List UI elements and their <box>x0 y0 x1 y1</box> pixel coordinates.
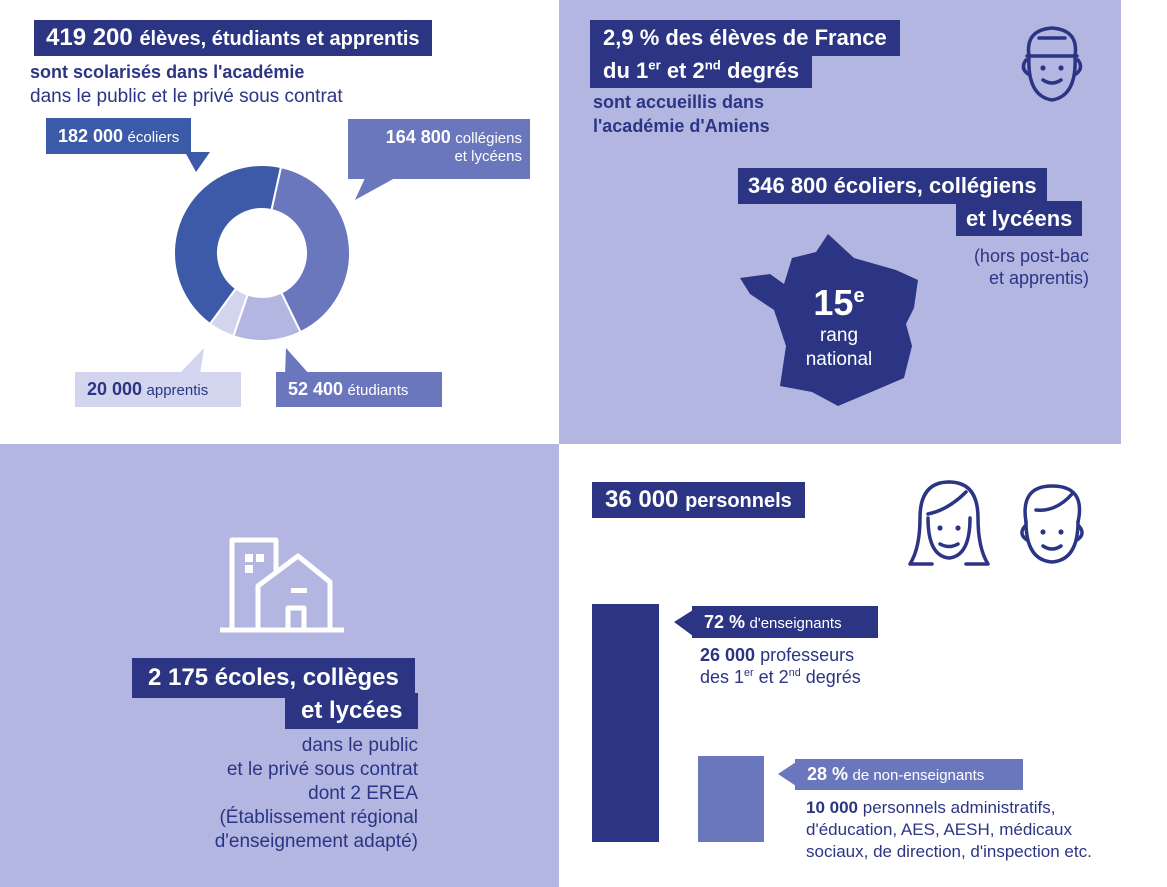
schools-desc-4: (Établissement régional <box>219 807 418 828</box>
teachers-num: 26 000 <box>700 645 756 665</box>
donut-slice-3 <box>232 291 302 342</box>
label-etudiants-num: 52 400 <box>288 379 344 399</box>
france-headline-line2: du 1er et 2nd degrés <box>590 54 813 88</box>
label-ecoliers: 182 000 écoliers <box>46 118 192 154</box>
france-line2-mid: et 2 <box>660 58 705 83</box>
teachers-desc: 26 000 professeurs des 1er et 2nd degrés <box>700 644 861 688</box>
non-desc3: sociaux, de direction, d'inspection etc. <box>806 842 1092 861</box>
donut-slice-2 <box>270 165 351 334</box>
callout-tail-non-teachers <box>778 762 796 786</box>
france-rank: 15e rang national <box>784 283 894 371</box>
france-headline-line1: 2,9 % des élèves de France <box>590 20 900 56</box>
schools-desc-1: dans le public <box>301 735 418 756</box>
students-headline-num: 419 200 <box>46 24 133 51</box>
france-note1: (hors post-bac <box>973 246 1089 266</box>
france-rank-sup: e <box>853 285 865 307</box>
woman-icon <box>908 480 990 566</box>
schools-desc-5: d'enseignement adapté) <box>214 831 418 852</box>
students-sub-bold: sont scolarisés dans l'académie <box>30 62 305 82</box>
staff-headline-text: personnels <box>685 490 792 512</box>
schools-desc: dans le public et le privé sous contrat … <box>150 734 418 854</box>
non-pct: 28 % <box>807 764 849 784</box>
label-ecoliers-num: 182 000 <box>58 126 124 146</box>
france-count-line1: 346 800 écoliers, collégiens <box>738 168 1047 204</box>
non-desc2: d'éducation, AES, AESH, médicaux <box>806 820 1072 839</box>
callout-tail-teachers <box>674 610 693 636</box>
non-num: 10 000 <box>806 798 858 817</box>
label-apprentis: 20 000 apprentis <box>75 372 241 407</box>
france-rank-l1: rang <box>819 325 859 346</box>
label-colleges-text2: et lycéens <box>454 148 522 165</box>
france-count-line2: et lycéens <box>956 201 1083 236</box>
callout-tail-etudiants <box>285 348 310 375</box>
label-apprentis-num: 20 000 <box>87 379 143 399</box>
non-label: de non-enseignants <box>852 767 985 784</box>
students-sub-normal: dans le public et le privé sous contrat <box>30 86 343 107</box>
label-colleges-text1: collégiens <box>455 130 522 147</box>
teachers-desc2-pre: des 1 <box>700 667 745 687</box>
students-headline-text: élèves, étudiants et apprentis <box>139 28 420 50</box>
schools-desc-3: dont 2 EREA <box>308 783 418 804</box>
students-headline: 419 200 élèves, étudiants et apprentis <box>34 20 432 56</box>
teachers-label: d'enseignants <box>749 615 842 632</box>
france-line2-sup2: nd <box>704 57 721 73</box>
france-sub1: sont accueillis dans <box>593 92 765 112</box>
staff-headline-num: 36 000 <box>605 486 679 513</box>
school-building-icon <box>220 537 344 633</box>
france-line2-sup1: er <box>648 57 661 73</box>
france-map-icon <box>740 234 918 406</box>
label-ecoliers-text: écoliers <box>127 129 180 146</box>
teachers-desc2-sup2: nd <box>788 667 801 679</box>
teachers-desc2-sup1: er <box>744 667 754 679</box>
france-line2-pre: du 1 <box>603 58 649 83</box>
callout-tail-apprentis <box>178 348 204 375</box>
schools-desc-2: et le privé sous contrat <box>226 759 418 780</box>
schools-line1: 2 175 écoles, collèges <box>132 658 415 698</box>
france-rank-l2: national <box>805 349 873 370</box>
france-line2-post: degrés <box>720 58 800 83</box>
callout-tail-ecoliers <box>185 152 210 172</box>
france-sub2: l'académie d'Amiens <box>593 116 770 136</box>
france-note2: et apprentis) <box>988 268 1089 288</box>
france-rank-num: 15 <box>813 282 854 323</box>
teachers-desc2-post: degrés <box>800 667 861 687</box>
non-desc: 10 000 personnels administratifs, d'éduc… <box>806 797 1092 863</box>
teachers-desc2-mid: et 2 <box>753 667 789 687</box>
teachers-desc1: professeurs <box>760 645 855 665</box>
non-desc1: personnels administratifs, <box>862 798 1056 817</box>
label-etudiants-text: étudiants <box>347 382 409 399</box>
teachers-pct: 72 % <box>704 612 746 632</box>
man-icon <box>1020 484 1084 564</box>
donut-slice-4 <box>208 287 249 338</box>
label-apprentis-text: apprentis <box>146 382 209 399</box>
callout-tail-colleges <box>355 178 395 200</box>
label-colleges-num: 164 800 <box>385 127 451 147</box>
label-colleges: 164 800 collégiens et lycéens <box>348 119 530 179</box>
teachers-pct-box: 72 % d'enseignants <box>692 606 878 638</box>
label-etudiants: 52 400 étudiants <box>276 372 442 407</box>
non-pct-box: 28 % de non-enseignants <box>795 759 1023 790</box>
staff-headline: 36 000 personnels <box>592 482 805 518</box>
schools-line2: et lycées <box>285 693 419 729</box>
bar-non-teachers <box>698 756 764 842</box>
bar-teachers <box>592 604 659 842</box>
student-boy-icon <box>1021 26 1083 102</box>
donut-slice-1 <box>173 164 283 326</box>
